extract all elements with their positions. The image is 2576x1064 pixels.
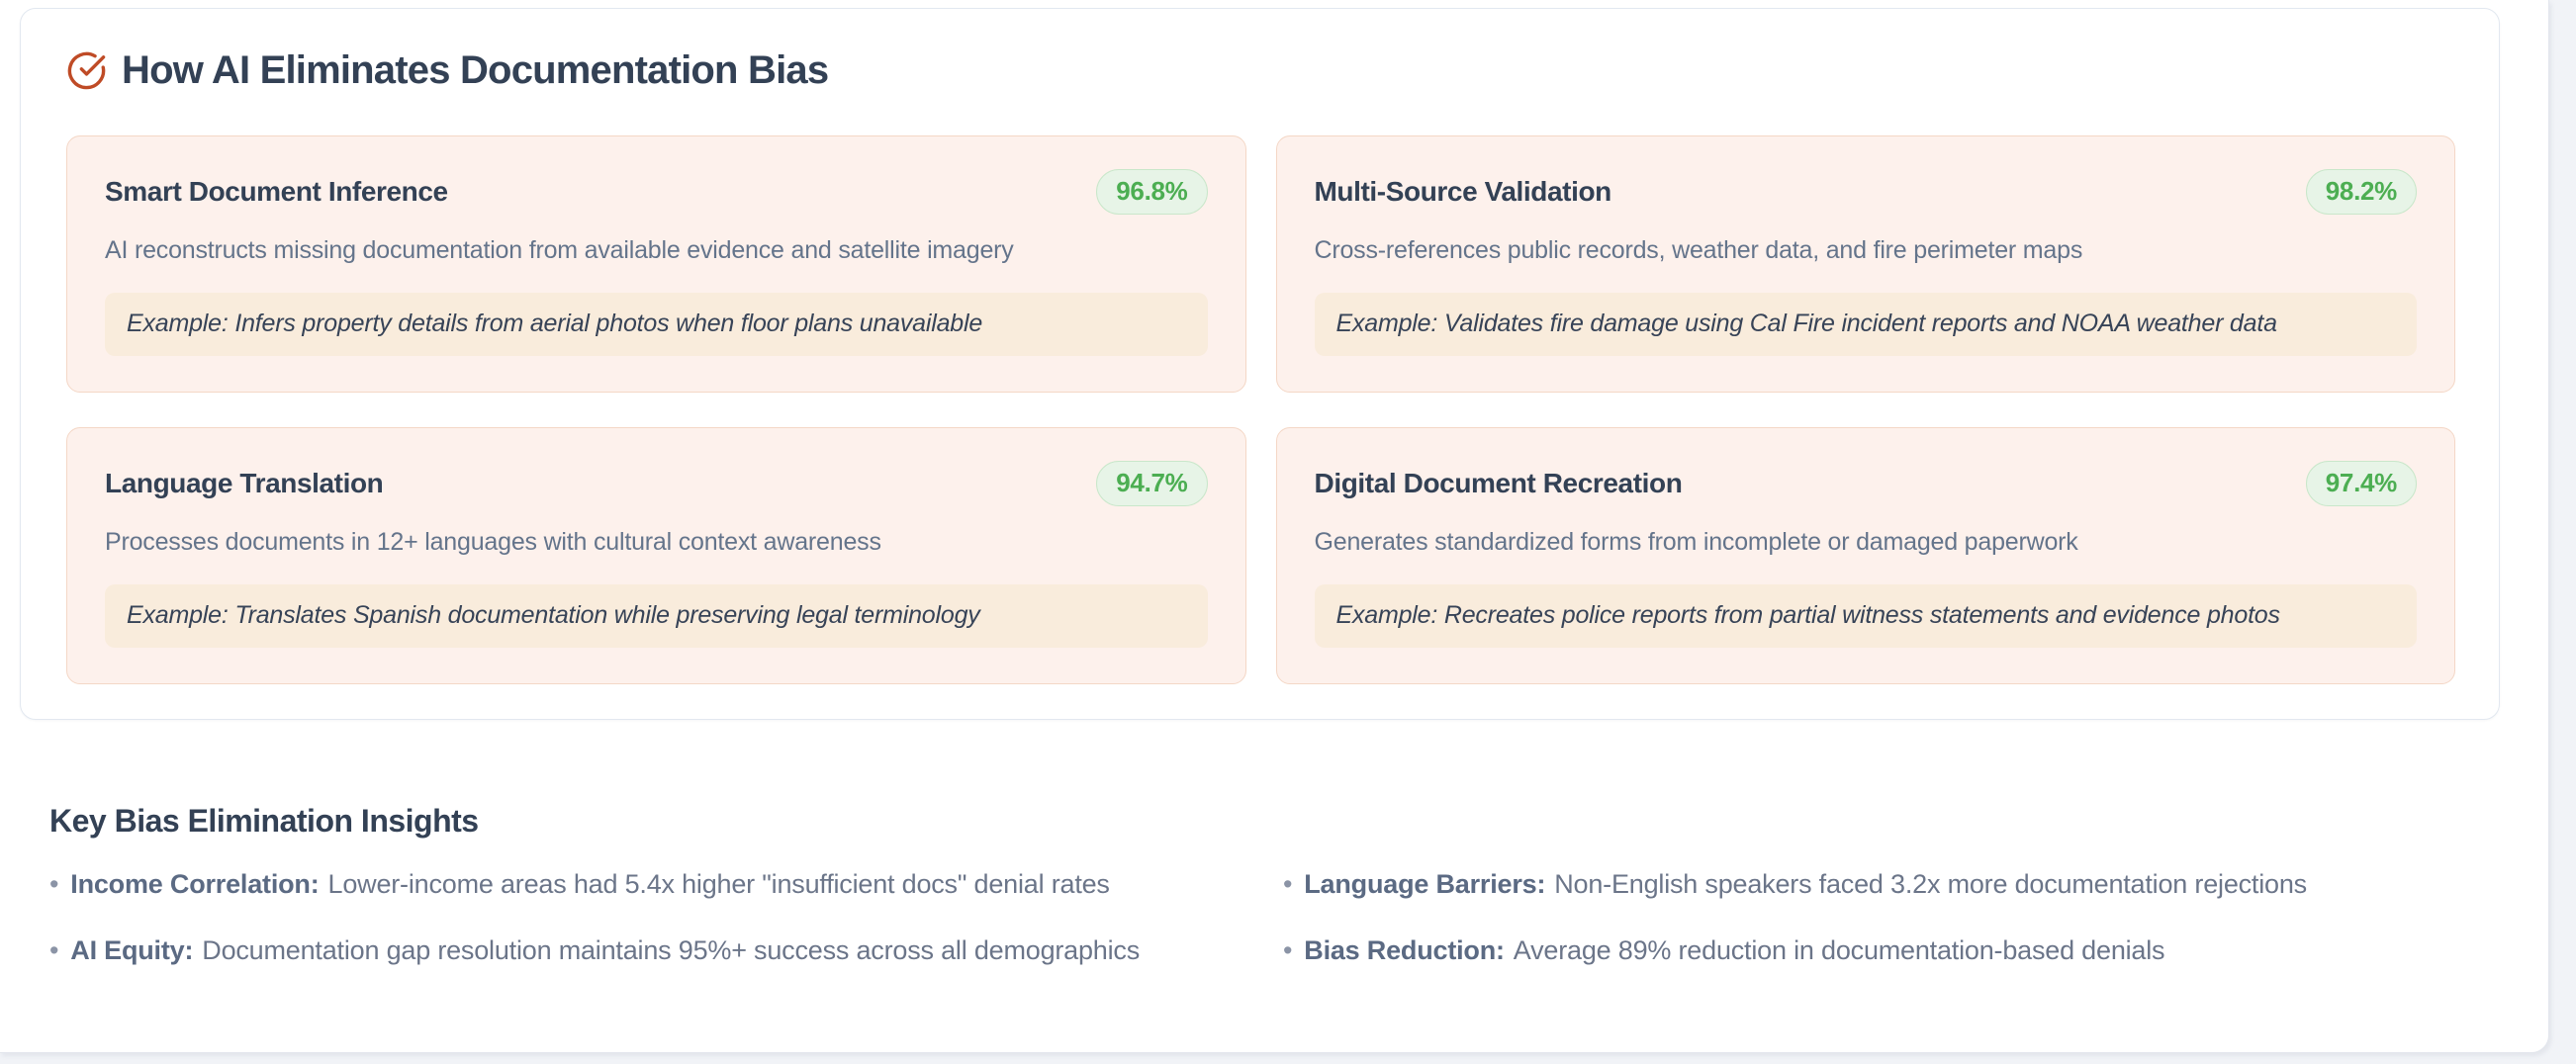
method-card-language-translation: Language Translation 94.7% Processes doc… — [66, 427, 1246, 684]
method-card-multi-source-validation: Multi-Source Validation 98.2% Cross-refe… — [1275, 135, 2455, 393]
method-card-description: Generates standardized forms from incomp… — [1314, 528, 2078, 556]
insight-item-language-barriers: • Language Barriers: Non-English speakers… — [1283, 869, 2503, 900]
insights-grid: • Income Correlation: Lower-income areas … — [49, 869, 2503, 966]
bullet-icon: • — [1283, 935, 1293, 965]
method-card-title: Language Translation — [105, 468, 384, 498]
method-card-description: Processes documents in 12+ languages wit… — [105, 528, 881, 556]
bullet-icon: • — [49, 869, 59, 899]
insight-item-ai-equity: • AI Equity: Documentation gap resolution… — [49, 935, 1269, 966]
method-card-header: Multi-Source Validation 98.2% — [1314, 169, 2417, 215]
accuracy-badge: 96.8% — [1096, 169, 1208, 215]
insight-text: Documentation gap resolution maintains 9… — [202, 935, 1141, 965]
insight-label: Income Correlation: — [70, 869, 320, 899]
insight-text: Average 89% reduction in documentation-b… — [1513, 935, 2165, 965]
section-title: How AI Eliminates Documentation Bias — [122, 47, 829, 92]
method-card-header: Language Translation 94.7% — [105, 461, 1208, 506]
insights-section: Key Bias Elimination Insights • Income C… — [49, 803, 2503, 966]
method-card-description: Cross-references public records, weather… — [1314, 236, 2083, 264]
method-card-example: Example: Recreates police reports from p… — [1314, 584, 2417, 648]
method-card-example: Example: Translates Spanish documentatio… — [105, 584, 1208, 648]
method-card-title: Smart Document Inference — [105, 176, 448, 207]
insight-label: AI Equity: — [70, 935, 194, 965]
insight-text: Non-English speakers faced 3.2x more doc… — [1554, 869, 2307, 899]
insights-title: Key Bias Elimination Insights — [49, 803, 479, 839]
bullet-icon: • — [49, 935, 59, 965]
method-card-smart-document-inference: Smart Document Inference 96.8% AI recons… — [66, 135, 1246, 393]
method-cards-grid: Smart Document Inference 96.8% AI recons… — [66, 135, 2455, 684]
check-circle-icon — [67, 51, 106, 89]
method-card-example: Example: Infers property details from ae… — [105, 293, 1208, 356]
insight-label: Bias Reduction: — [1304, 935, 1505, 965]
method-card-title: Multi-Source Validation — [1314, 176, 1612, 207]
bullet-icon: • — [1283, 869, 1293, 899]
method-card-example: Example: Validates fire damage using Cal… — [1314, 293, 2417, 356]
accuracy-badge: 98.2% — [2305, 169, 2417, 215]
accuracy-badge: 97.4% — [2305, 461, 2417, 506]
insight-text: Lower-income areas had 5.4x higher "insu… — [327, 869, 1110, 899]
insight-item-income-correlation: • Income Correlation: Lower-income areas … — [49, 869, 1269, 900]
insight-label: Language Barriers: — [1304, 869, 1546, 899]
method-card-header: Smart Document Inference 96.8% — [105, 169, 1208, 215]
accuracy-badge: 94.7% — [1096, 461, 1208, 506]
content-panel: How AI Eliminates Documentation Bias Sma… — [0, 0, 2549, 1053]
method-card-description: AI reconstructs missing documentation fr… — [105, 236, 1014, 264]
method-card-digital-document-recreation: Digital Document Recreation 97.4% Genera… — [1275, 427, 2455, 684]
method-card-header: Digital Document Recreation 97.4% — [1314, 461, 2417, 506]
insight-item-bias-reduction: • Bias Reduction: Average 89% reduction i… — [1283, 935, 2503, 966]
section-header: How AI Eliminates Documentation Bias — [66, 46, 2455, 94]
method-card-title: Digital Document Recreation — [1314, 468, 1683, 498]
documentation-bias-section: How AI Eliminates Documentation Bias Sma… — [20, 8, 2500, 720]
